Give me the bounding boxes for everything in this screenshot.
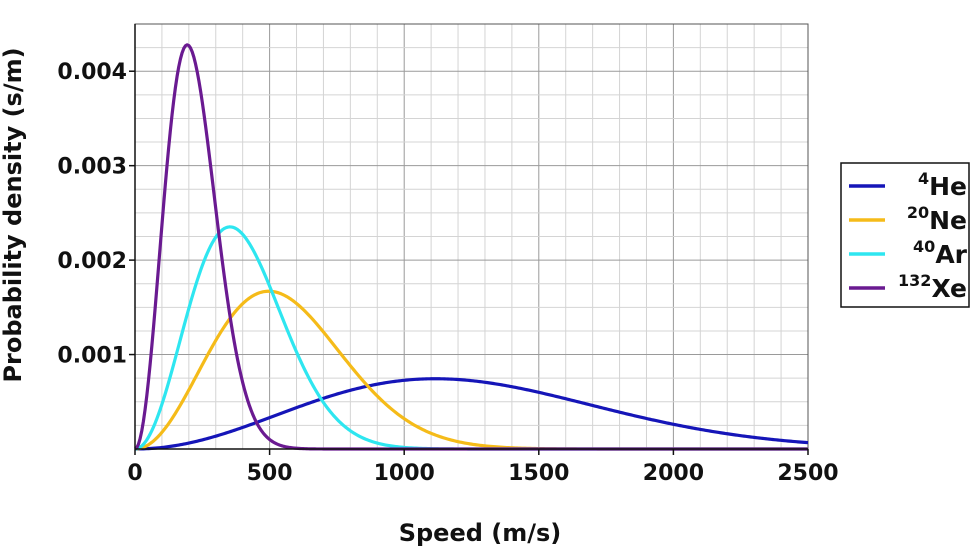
- y-tick-label: 0.004: [57, 60, 127, 85]
- legend-label-132Xe: 132Xe: [898, 271, 967, 303]
- y-axis-title: Probability density (s/m): [0, 47, 27, 382]
- legend-label-4He: 4He: [918, 169, 967, 201]
- y-tick-label: 0.003: [57, 155, 127, 180]
- x-tick-label: 2000: [643, 461, 704, 486]
- x-tick-label: 0: [127, 461, 142, 486]
- y-tick-label: 0.001: [57, 344, 127, 369]
- x-tick-label: 1500: [508, 461, 569, 486]
- legend-label-40Ar: 40Ar: [913, 237, 968, 269]
- x-tick-label: 2500: [777, 461, 838, 486]
- grid: [135, 24, 808, 449]
- x-tick-label: 1000: [374, 461, 435, 486]
- x-axis-title: Speed (m/s): [399, 519, 562, 547]
- series-lines: [134, 43, 809, 451]
- axes: 0 500 1000 1500 2000 2500 0.001 0.002 0.003 0.004: [57, 24, 839, 486]
- series-line-132Xe: [134, 43, 808, 451]
- y-tick-label: 0.002: [57, 249, 127, 274]
- legend-label-20Ne: 20Ne: [907, 203, 967, 235]
- series-line-4He: [134, 377, 809, 451]
- x-tick-label: 500: [247, 461, 293, 486]
